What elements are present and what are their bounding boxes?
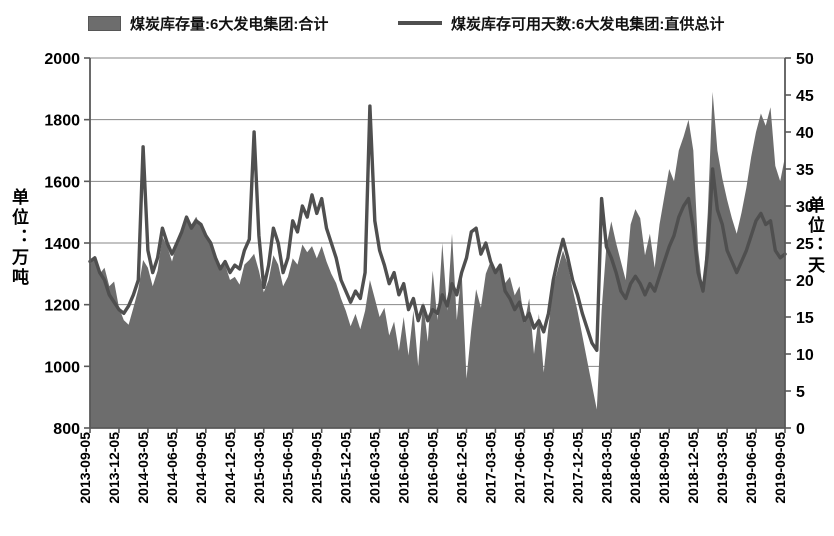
y-axis-label-left: 1000 xyxy=(44,359,80,376)
inventory-area-series xyxy=(90,91,785,429)
legend: 煤炭库存量:6大发电集团:合计 煤炭库存可用天数:6大发电集团:直供总计 xyxy=(0,8,834,38)
x-axis-label: 2018-09-05 xyxy=(656,432,672,504)
x-axis-label: 2018-03-05 xyxy=(598,432,614,504)
y-axis-label-right: 15 xyxy=(796,310,814,327)
x-axis-label: 2019-09-05 xyxy=(772,432,788,504)
y-axis-label-left: 1600 xyxy=(44,174,80,191)
y-axis-label-right: 50 xyxy=(796,51,814,68)
x-axis-label: 2013-09-05 xyxy=(77,432,93,504)
y-axis-label-right: 20 xyxy=(796,273,814,290)
y-axis-label-left: 1400 xyxy=(44,236,80,253)
x-axis-label: 2013-12-05 xyxy=(106,432,122,504)
area-swatch-icon xyxy=(88,15,121,31)
x-axis-label: 2014-09-05 xyxy=(193,432,209,504)
y-axis-label-right: 40 xyxy=(796,125,814,142)
x-axis-label: 2015-06-05 xyxy=(280,432,296,504)
y-axis-label-left: 1200 xyxy=(44,298,80,315)
right-axis-title: 单位：天 xyxy=(805,196,824,276)
y-axis-label-right: 0 xyxy=(796,421,805,438)
y-axis-label-right: 35 xyxy=(796,162,814,179)
x-axis-label: 2018-12-05 xyxy=(685,432,701,504)
line-swatch-icon xyxy=(398,21,442,25)
x-axis-label: 2016-06-05 xyxy=(396,432,412,504)
x-axis-label: 2017-03-05 xyxy=(482,432,498,504)
x-axis-label: 2015-03-05 xyxy=(251,432,267,504)
x-axis-label: 2017-12-05 xyxy=(569,432,585,504)
x-axis-label: 2017-06-05 xyxy=(511,432,527,504)
days-line-series xyxy=(88,104,787,352)
x-axis-label: 2019-03-05 xyxy=(714,432,730,504)
x-axis-label: 2019-06-05 xyxy=(743,432,759,504)
x-axis-label: 2015-09-05 xyxy=(309,432,325,504)
x-axis-label: 2016-12-05 xyxy=(453,432,469,504)
legend-item-days: 煤炭库存可用天数:6大发电集团:直供总计 xyxy=(398,8,724,38)
x-axis-label: 2017-09-05 xyxy=(540,432,556,504)
x-axis-label: 2014-03-05 xyxy=(135,432,151,504)
x-axis-label: 2015-12-05 xyxy=(338,432,354,504)
x-axis-label: 2014-06-05 xyxy=(164,432,180,504)
x-axis-label: 2016-03-05 xyxy=(367,432,383,504)
legend-label-inventory: 煤炭库存量:6大发电集团:合计 xyxy=(130,15,329,33)
y-axis-label-right: 10 xyxy=(796,347,814,364)
left-axis-title: 单位：万吨 xyxy=(9,188,28,288)
y-axis-label-left: 1800 xyxy=(44,113,80,130)
x-axis-label: 2014-12-05 xyxy=(222,432,238,504)
x-axis-label: 2018-06-05 xyxy=(627,432,643,504)
y-axis-label-left: 800 xyxy=(53,421,80,438)
legend-label-days: 煤炭库存可用天数:6大发电集团:直供总计 xyxy=(451,15,725,33)
y-axis-label-right: 25 xyxy=(796,236,814,253)
y-axis-label-right: 5 xyxy=(796,384,805,401)
y-axis-label-right: 45 xyxy=(796,88,814,105)
legend-item-inventory: 煤炭库存量:6大发电集团:合计 xyxy=(88,8,328,38)
y-axis-label-left: 2000 xyxy=(44,51,80,68)
y-axis-label-right: 30 xyxy=(796,199,814,216)
x-axis-label: 2016-09-05 xyxy=(425,432,441,504)
